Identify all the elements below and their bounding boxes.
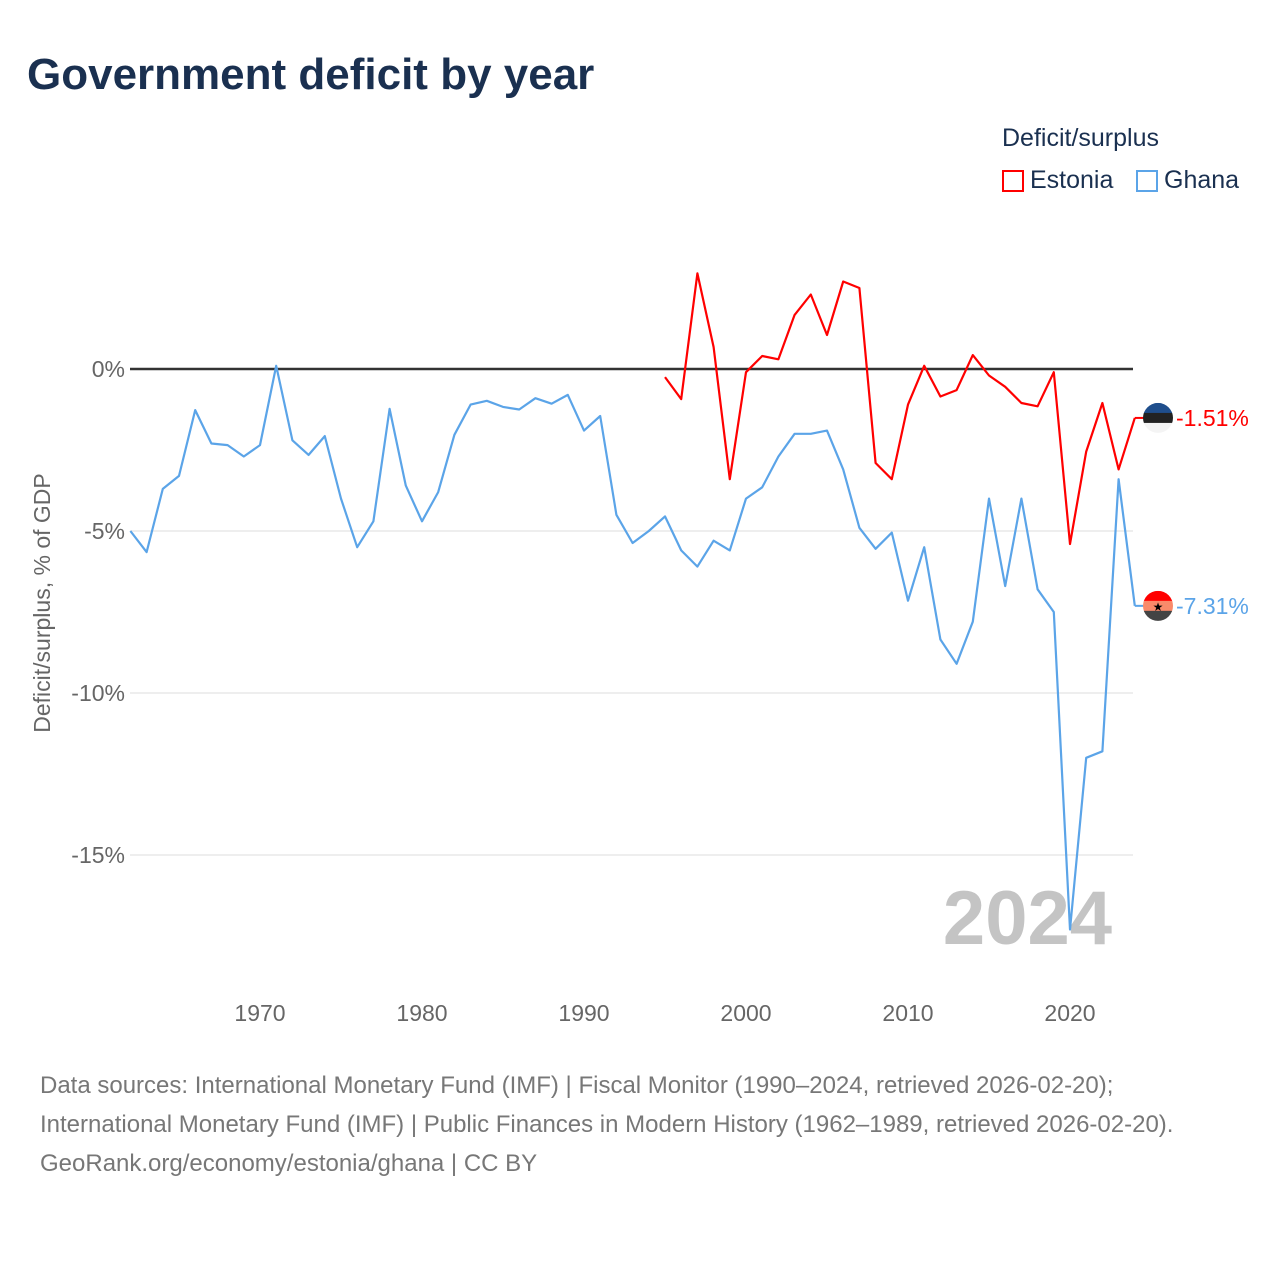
x-tick-label: 1990	[558, 1000, 609, 1026]
legend-item-estonia[interactable]: Estonia	[1002, 166, 1113, 195]
ghana-flag-icon: ★	[1143, 590, 1173, 621]
x-tick-label: 2000	[720, 1000, 771, 1026]
legend-label: Estonia	[1030, 166, 1114, 194]
series-line-ghana	[129, 364, 1136, 931]
footer: Data sources: International Monetary Fun…	[40, 1066, 1240, 1183]
estonia-flag-icon	[1143, 402, 1173, 433]
line-chart: 0% -5% -10% -15% 1970 1980 1990 2000 2010 2020 Def…	[29, 272, 1249, 1026]
y-tick-label: -5%	[84, 518, 125, 544]
y-tick-label: -15%	[71, 842, 125, 868]
series-line-estonia	[664, 272, 1136, 546]
legend-swatch	[1002, 169, 1024, 192]
legend-item-ghana[interactable]: Ghana	[1136, 166, 1239, 195]
y-tick-label: -10%	[71, 680, 125, 706]
legend-title: Deficit/surplus	[1002, 124, 1159, 152]
end-value-label: -1.51%	[1176, 405, 1249, 431]
data-sources: Data sources: International Monetary Fun…	[40, 1072, 1174, 1138]
x-tick-label: 2010	[882, 1000, 933, 1026]
x-tick-label: 1970	[234, 1000, 285, 1026]
x-tick-label: 2020	[1044, 1000, 1095, 1026]
svg-text:★: ★	[1153, 600, 1164, 614]
y-axis-label: Deficit/surplus, % of GDP	[29, 473, 55, 732]
x-tick-label: 1980	[396, 1000, 447, 1026]
legend-swatch	[1136, 169, 1158, 192]
legend-label: Ghana	[1164, 166, 1240, 194]
year-watermark: 2024	[943, 876, 1112, 961]
chart-title: Government deficit by year	[27, 50, 595, 99]
y-tick-label: 0%	[92, 356, 125, 382]
end-value-label: -7.31%	[1176, 593, 1249, 619]
credit: GeoRank.org/economy/estonia/ghana | CC B…	[40, 1150, 538, 1177]
